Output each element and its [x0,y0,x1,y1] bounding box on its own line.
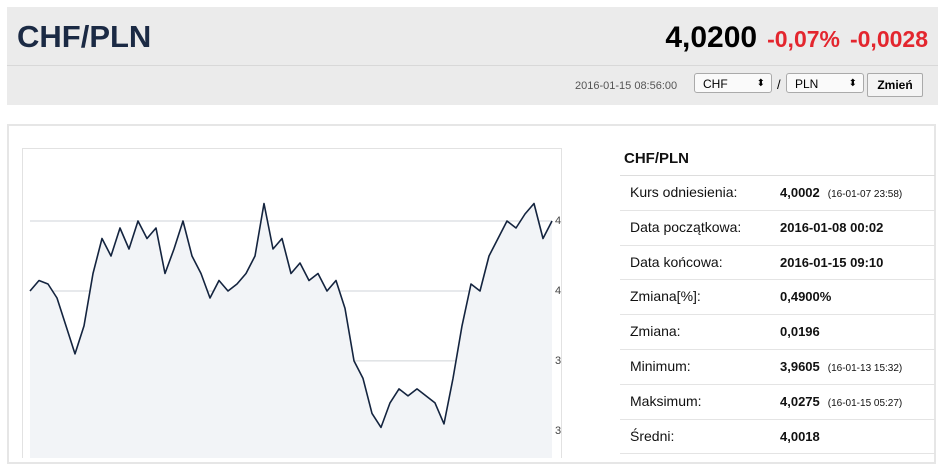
stat-value: 3,9605 (16-01-13 15:32) [780,350,902,385]
controls: 2016-01-15 08:56:00 CHF / PLN Zmień [7,65,938,106]
to-select[interactable]: PLN [786,73,864,94]
change-button[interactable]: Zmień [867,73,923,97]
y-tick-label: 4,0200 [555,215,562,227]
y-tick-label: 3,9600 [555,425,562,437]
stat-label: Zmiana: [630,323,681,340]
timestamp: 2016-01-15 08:56:00 [575,80,678,92]
stat-value-text: 4,0018 [780,428,820,444]
stat-label: Średni: [630,427,675,444]
stats-row: Minimum: 3,9605 (16-01-13 15:32) [620,350,935,385]
change-abs: -0,0028 [849,26,928,52]
stat-value: 4,0002 (16-01-07 23:58) [780,176,902,211]
y-tick-label: 4,0000 [555,285,562,297]
stat-value-text: 0,4900% [780,289,832,305]
stat-note: (16-01-15 05:27) [827,397,903,409]
stat-label: Zmiana[%]: [630,288,701,305]
stats-row: Data końcowa: 2016-01-15 09:10 [620,246,935,281]
stats-row: Średni: 4,0018 [620,420,935,455]
chart: 3,96003,98004,00004,020011. sty12. sty13… [22,148,562,458]
header: CHF/PLN 4,0200 -0,07% -0,0028 2016-01-15 0… [7,7,938,105]
stat-value: 2016-01-15 09:10 [780,246,883,279]
stat-value-text: 0,0196 [780,324,820,340]
from-select[interactable]: CHF [694,73,772,94]
stats-row: Maksimum: 4,0275 (16-01-15 05:27) [620,385,935,420]
stat-value: 4,0275 (16-01-15 05:27) [780,385,902,420]
change-pct: -0,07% [767,26,840,52]
stat-value: 0,4900% [780,280,831,313]
stat-value-text: 3,9605 [780,358,820,374]
pair-title: CHF/PLN [17,19,152,54]
stats-row: Zmiana[%]: 0,4900% [620,280,935,316]
line [29,202,553,429]
stat-value: 2016-01-08 00:02 [780,211,883,244]
stat-note: (16-01-13 15:32) [827,362,903,374]
stats: CHF/PLN Kurs odniesienia: 4,0002 (16-01-07… [620,146,935,455]
stat-value-text: 4,0002 [780,185,820,200]
stat-label: Data początkowa: [630,218,742,235]
stat-value-text: 2016-01-15 09:10 [780,254,884,270]
stat-value: 4,0018 [780,420,820,453]
stats-row: Data początkowa: 2016-01-08 00:02 [620,211,935,246]
stat-value-text: 2016-01-08 00:02 [780,219,884,235]
stats-row: Zmiana: 0,0196 [620,315,935,350]
stat-value: 0,0196 [780,315,820,348]
quote: 4,0200 -0,07% -0,0028 [655,21,928,55]
y-tick-label: 3,9800 [555,355,562,367]
area [30,203,552,458]
stat-label: Minimum: [630,357,691,374]
stats-row: Kurs odniesienia: 4,0002 (16-01-07 23:58) [620,176,935,211]
stat-value-text: 4,0275 [780,393,820,409]
price: 4,0200 [665,21,758,54]
stat-note: (16-01-07 23:58) [827,189,903,200]
stat-label: Data końcowa: [630,253,723,270]
stats-title: CHF/PLN [620,146,935,176]
stat-label: Maksimum: [630,392,702,409]
stat-label: Kurs odniesienia: [630,184,738,200]
separator: / [777,77,781,92]
